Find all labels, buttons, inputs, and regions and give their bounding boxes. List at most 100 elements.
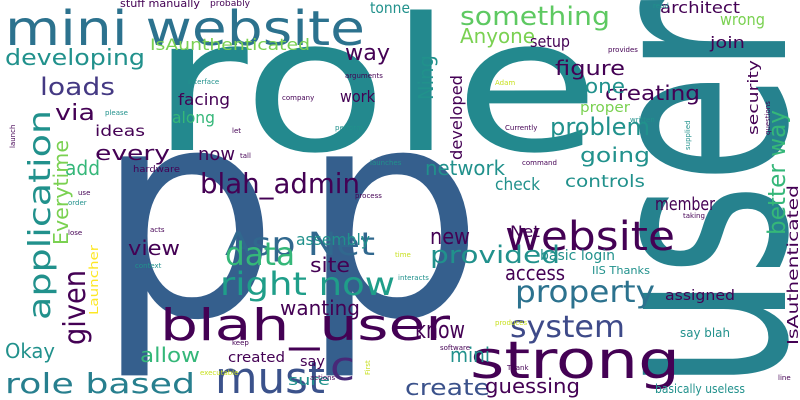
word: via xyxy=(55,101,95,126)
word: guessing xyxy=(485,374,580,398)
word: better way xyxy=(763,110,791,235)
word: provides xyxy=(608,46,638,54)
word: tonne xyxy=(370,0,410,17)
word: one xyxy=(585,74,625,98)
word: site xyxy=(310,253,350,277)
word: security xyxy=(746,60,762,135)
word: along xyxy=(172,108,215,127)
word: IIS Thanks xyxy=(592,264,650,277)
word: data xyxy=(225,235,295,273)
word: IsAunthenticated xyxy=(150,35,310,54)
word: view xyxy=(128,236,180,260)
word: setup xyxy=(530,32,570,51)
word: given xyxy=(58,270,93,345)
word: actions xyxy=(310,374,336,382)
word: keep xyxy=(232,339,249,347)
word: assembly xyxy=(296,230,370,249)
word: p xyxy=(95,47,279,384)
word: produces xyxy=(495,319,527,327)
word: access xyxy=(505,261,565,285)
word: know xyxy=(415,316,465,344)
word: c xyxy=(330,344,355,390)
word: lose xyxy=(68,229,82,237)
word: acts xyxy=(150,226,165,234)
word: Asp Net xyxy=(225,225,375,263)
word: going xyxy=(580,143,650,167)
word: interface xyxy=(188,78,219,86)
word: order xyxy=(68,199,87,207)
word: proper xyxy=(580,100,630,116)
word: taking xyxy=(683,212,705,220)
word: role based xyxy=(5,367,195,400)
word: time xyxy=(395,251,411,259)
word: let xyxy=(232,127,241,135)
word: use xyxy=(78,189,90,197)
word: controls xyxy=(565,172,645,192)
word: creating xyxy=(605,81,700,105)
word: property xyxy=(515,275,655,310)
word: Okay xyxy=(5,339,55,363)
word: Anyone xyxy=(460,24,535,48)
word: provided xyxy=(430,241,560,269)
word: launch xyxy=(9,125,17,148)
word: basic login xyxy=(540,248,615,264)
word: say blah xyxy=(680,326,730,340)
word: application xyxy=(23,110,58,320)
word: p xyxy=(300,47,484,384)
word: developing xyxy=(5,46,145,71)
word: must xyxy=(215,353,325,400)
word: questions xyxy=(764,101,772,135)
word: figure xyxy=(555,56,625,80)
word: arguments xyxy=(345,72,383,80)
word: supplied xyxy=(684,120,692,150)
word: Currently xyxy=(505,124,537,132)
word: user xyxy=(545,0,800,390)
word: command xyxy=(522,159,557,167)
word: interacts xyxy=(398,274,429,282)
word: software xyxy=(440,344,470,352)
word: First xyxy=(364,360,372,375)
word: developed xyxy=(447,75,466,160)
word: architect xyxy=(660,0,740,17)
word: every xyxy=(95,141,170,165)
word: allow xyxy=(140,343,200,367)
word: something xyxy=(460,2,610,32)
word: say xyxy=(300,354,325,370)
word: Thank xyxy=(506,364,529,372)
word: check xyxy=(495,175,540,195)
word: assigned xyxy=(665,288,735,304)
word: join xyxy=(709,33,745,52)
word: Ning xyxy=(414,55,438,100)
word: written xyxy=(630,116,655,124)
word: blah_user xyxy=(160,300,451,351)
word: loads xyxy=(40,73,115,101)
word: perform xyxy=(335,124,363,132)
word: executable xyxy=(200,369,238,377)
word: basically useless xyxy=(655,382,745,396)
word: Everytime xyxy=(49,140,73,245)
word: mini xyxy=(450,343,490,367)
word: read xyxy=(653,2,669,10)
word: Launcher xyxy=(87,245,101,315)
word: launches xyxy=(370,159,402,167)
word: Adam xyxy=(495,79,515,87)
word: probably xyxy=(210,0,251,9)
word: now xyxy=(198,144,235,165)
word: work xyxy=(340,87,376,106)
word: system xyxy=(510,310,625,345)
word: process xyxy=(355,192,382,200)
word: problem xyxy=(550,113,650,141)
word: Net xyxy=(510,222,540,241)
word: website xyxy=(505,214,675,260)
word: please xyxy=(105,109,128,117)
word: member xyxy=(655,194,715,215)
word: facing xyxy=(178,90,230,109)
word: context xyxy=(135,262,162,270)
word: ideas xyxy=(95,122,145,140)
word: new xyxy=(430,225,470,250)
word: create xyxy=(405,376,490,400)
word: role xyxy=(150,0,600,194)
word: wrong xyxy=(720,10,765,29)
word: add xyxy=(65,156,100,180)
